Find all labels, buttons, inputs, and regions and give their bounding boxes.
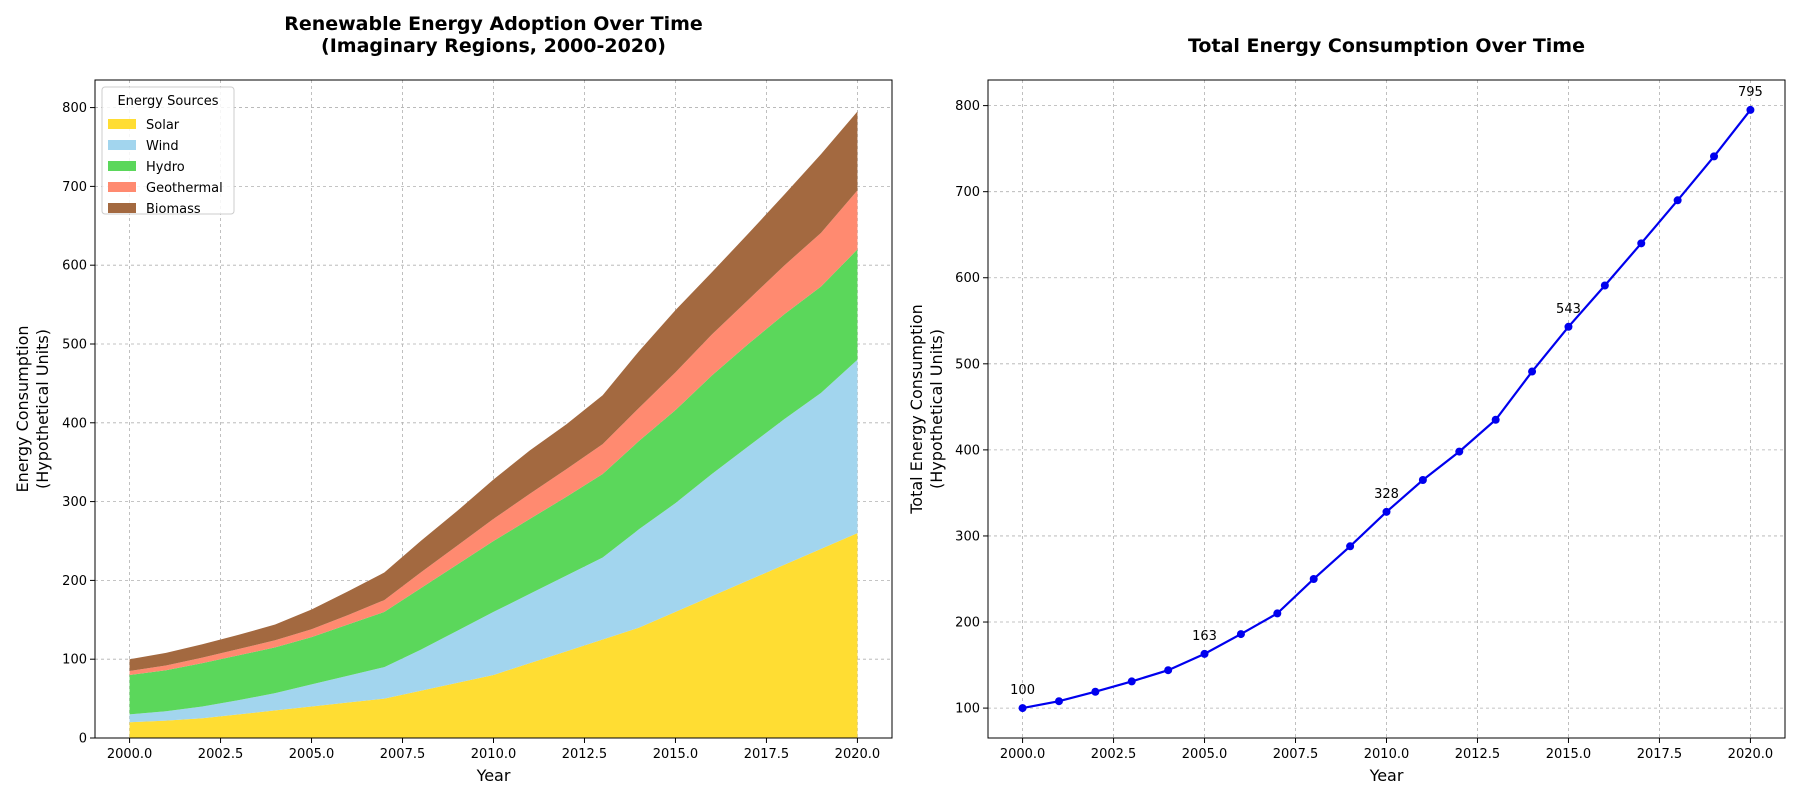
x-tick-label: 2002.5: [198, 747, 244, 762]
y-axis-label: Energy Consumption: [13, 325, 32, 492]
x-tick-label: 2000.0: [107, 747, 153, 762]
chart-title: Total Energy Consumption Over Time: [1188, 35, 1585, 57]
data-point: [1564, 322, 1573, 331]
area-series-solar: [129, 533, 858, 738]
data-point: [1091, 687, 1100, 696]
legend-swatch: [108, 203, 136, 213]
data-point: [1673, 196, 1682, 205]
legend-swatch: [108, 182, 136, 192]
data-point: [1382, 507, 1391, 516]
x-tick-label: 2017.5: [1637, 747, 1683, 762]
legend-entry: Solar: [146, 118, 180, 133]
data-label: 100: [1010, 683, 1035, 698]
y-tick-label: 300: [955, 529, 980, 544]
area-series-wind: [129, 359, 858, 723]
legend-entry: Hydro: [146, 160, 185, 175]
x-tick-label: 2007.5: [1273, 747, 1319, 762]
data-point: [1054, 697, 1063, 706]
x-tick-label: 2020.0: [835, 747, 881, 762]
data-point: [1710, 152, 1719, 161]
x-axis-label: Year: [1369, 766, 1404, 785]
data-point: [1600, 281, 1609, 290]
y-tick-label: 500: [62, 337, 87, 352]
x-tick-label: 2000.0: [1000, 747, 1046, 762]
area-series-hydro: [129, 249, 858, 715]
data-point: [1637, 239, 1646, 248]
x-tick-label: 2007.5: [380, 747, 426, 762]
y-tick-label: 700: [955, 185, 980, 200]
legend-swatch: [108, 140, 136, 150]
legend-entry: Wind: [146, 139, 179, 154]
data-point: [1018, 704, 1027, 713]
y-tick-label: 200: [955, 616, 980, 631]
data-point: [1164, 666, 1173, 675]
x-axis-label: Year: [476, 766, 511, 785]
chart-title: Renewable Energy Adoption Over Time: [284, 13, 703, 35]
y-tick-label: 300: [62, 495, 87, 510]
y-tick-label: 0: [79, 732, 87, 747]
y-tick-label: 800: [955, 99, 980, 114]
y-axis-label: (Hypothetical Units): [927, 329, 946, 489]
y-tick-label: 400: [62, 416, 87, 431]
legend-entry: Geothermal: [146, 181, 223, 196]
data-label: 328: [1374, 487, 1399, 502]
data-point: [1455, 447, 1464, 456]
total-consumption-line-chart: Total Energy Consumption Over Time 100 163…: [907, 35, 1786, 785]
data-point: [1418, 476, 1427, 485]
data-point: [1236, 630, 1245, 639]
y-tick-label: 800: [62, 101, 87, 116]
legend-title: Energy Sources: [117, 94, 218, 109]
x-tick-label: 2012.5: [562, 747, 608, 762]
x-tick-label: 2005.0: [289, 747, 335, 762]
data-point: [1528, 367, 1537, 376]
x-tick-label: 2015.0: [1546, 747, 1592, 762]
y-tick-label: 100: [62, 653, 87, 668]
x-tick-label: 2012.5: [1455, 747, 1501, 762]
legend-swatch: [108, 161, 136, 171]
x-tick-label: 2010.0: [1364, 747, 1410, 762]
data-point: [1746, 105, 1755, 114]
x-tick-label: 2017.5: [744, 747, 790, 762]
x-tick-label: 2015.0: [653, 747, 699, 762]
data-point: [1273, 609, 1282, 618]
legend: Energy Sources Solar Wind Hydro Geothermal Bi…: [101, 86, 235, 217]
x-tick-label: 2020.0: [1728, 747, 1774, 762]
data-label: 543: [1556, 302, 1581, 317]
data-point: [1200, 649, 1209, 658]
data-point: [1346, 542, 1355, 551]
stacked-area-chart: Renewable Energy Adoption Over Time(Imag…: [13, 13, 893, 785]
chart-title: (Imaginary Regions, 2000-2020): [321, 35, 666, 57]
y-tick-label: 100: [955, 702, 980, 717]
legend-entry: Biomass: [146, 202, 201, 217]
data-label: 795: [1738, 85, 1763, 100]
legend-swatch: [108, 119, 136, 129]
y-tick-label: 400: [955, 443, 980, 458]
y-tick-label: 600: [955, 271, 980, 286]
y-tick-label: 200: [62, 574, 87, 589]
data-point: [1491, 415, 1500, 424]
data-label: 163: [1192, 629, 1217, 644]
data-point: [1309, 574, 1318, 583]
x-tick-label: 2002.5: [1091, 747, 1137, 762]
x-tick-label: 2010.0: [471, 747, 517, 762]
y-tick-label: 500: [955, 357, 980, 372]
y-tick-label: 600: [62, 259, 87, 274]
x-tick-label: 2005.0: [1182, 747, 1228, 762]
y-tick-label: 700: [62, 180, 87, 195]
y-axis-label: Total Energy Consumption: [907, 304, 926, 515]
data-point: [1127, 677, 1136, 686]
y-axis-label: (Hypothetical Units): [33, 329, 52, 489]
